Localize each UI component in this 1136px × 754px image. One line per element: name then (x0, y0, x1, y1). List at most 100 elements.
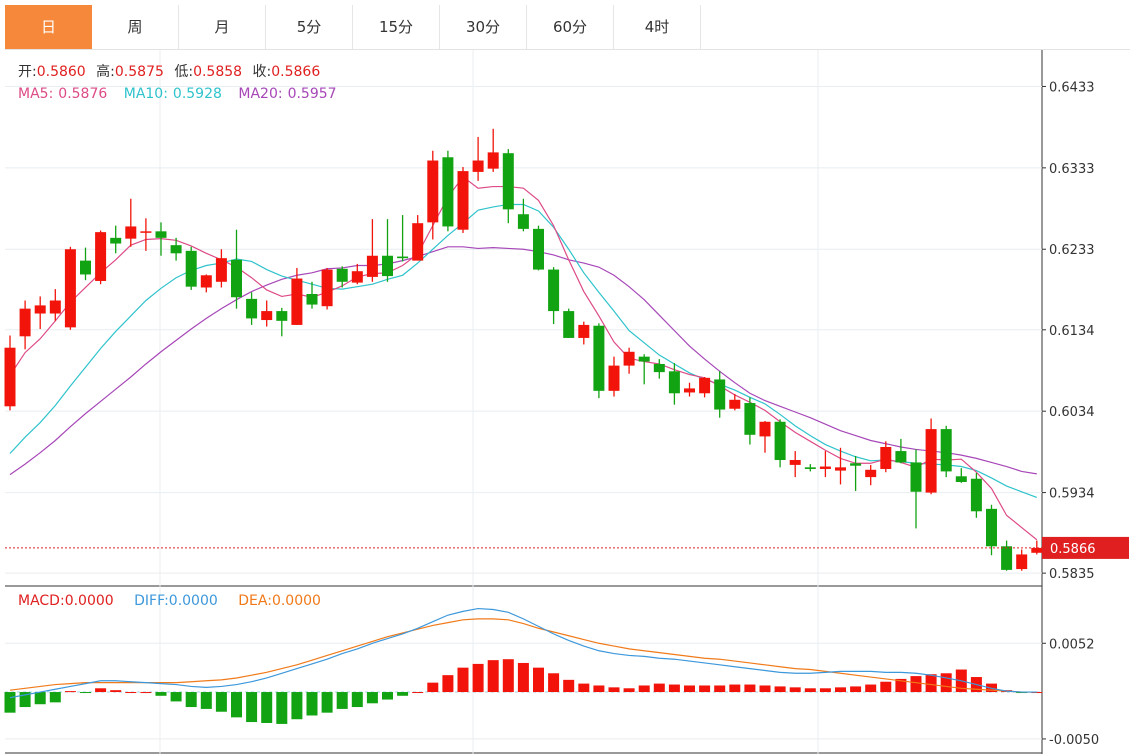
macd-bar (80, 692, 91, 694)
candle (306, 281, 318, 309)
candle-body (699, 377, 711, 394)
candle-body (819, 466, 831, 469)
tab-30min[interactable]: 30分 (440, 5, 527, 49)
candle (1031, 540, 1043, 555)
candle-body (427, 160, 439, 223)
tab-4hour[interactable]: 4时 (614, 5, 701, 49)
candle-body (397, 256, 409, 259)
candle (668, 363, 680, 405)
candle-body (80, 260, 91, 275)
candle (533, 225, 544, 271)
macd-bar (789, 687, 801, 693)
candle (744, 397, 756, 445)
ma-info: MA5: 0.5876 MA10: 0.5928 MA20: 0.5957 (18, 86, 337, 102)
macd-bar (759, 685, 771, 693)
current-price-line: 0.5866 (5, 536, 1129, 559)
chart-frame (5, 50, 1043, 754)
macd-value: 0.0000 (65, 593, 114, 609)
candle (336, 266, 348, 288)
dea-label: DEA: (238, 593, 272, 609)
candle (910, 449, 922, 529)
tab-5min[interactable]: 5分 (266, 5, 353, 49)
macd-bar (533, 667, 544, 693)
tab-day[interactable]: 日 (5, 5, 92, 49)
candle (125, 198, 137, 247)
macd-bar (940, 673, 952, 693)
price-tick: 0.6134 (1049, 324, 1095, 339)
macd-bar (397, 692, 409, 696)
candle (593, 323, 605, 399)
price-tick: 0.6433 (1049, 80, 1095, 95)
candle-body (487, 152, 499, 169)
price-tick: 0.6333 (1049, 162, 1095, 177)
candle-body (49, 300, 61, 314)
candle (215, 249, 227, 288)
candle-body (170, 245, 182, 254)
candle-body (880, 446, 892, 469)
tab-week[interactable]: 周 (92, 5, 179, 49)
price-chart[interactable]: 0.5866 0.6433 0.6333 0.6233 0.6134 0.603… (0, 50, 1136, 754)
candle (835, 447, 846, 485)
candle (34, 296, 46, 329)
current-price-label: 0.5866 (1050, 542, 1096, 557)
candle-body (774, 421, 786, 461)
macd-bar (563, 679, 575, 693)
candle (487, 128, 499, 172)
candle-body (865, 469, 877, 478)
macd-bar (125, 692, 137, 694)
candle (970, 473, 982, 518)
macd-bar (850, 686, 862, 693)
macd-bar (714, 685, 726, 693)
tab-60min[interactable]: 60分 (527, 5, 614, 49)
candle-body (517, 214, 529, 229)
candle (427, 150, 439, 240)
ma5-label: MA5: (18, 86, 53, 102)
macd-bar (49, 692, 61, 703)
macd-bar (170, 692, 182, 702)
dea-value: 0.0000 (272, 593, 321, 609)
macd-bar (155, 692, 167, 696)
candle-body (246, 298, 258, 319)
macd-bar (880, 681, 892, 693)
candle-body (291, 278, 303, 325)
candle (276, 307, 288, 337)
candle-body (714, 379, 726, 410)
candle (321, 267, 333, 310)
candle-body (442, 157, 454, 227)
macd-bar (653, 683, 665, 693)
candle-body (185, 250, 197, 287)
candle-body (351, 271, 363, 283)
macd-bar (699, 685, 711, 693)
candle (382, 219, 393, 282)
candle (231, 229, 242, 309)
candle-body (744, 403, 756, 435)
candle-body (684, 388, 695, 393)
macd-bar (593, 685, 605, 693)
grid-lines (5, 50, 1042, 754)
candle (729, 394, 741, 411)
macd-bar (351, 692, 363, 708)
candlesticks (4, 128, 1043, 571)
candle-body (850, 463, 862, 466)
macd-bar (231, 692, 242, 718)
open-value: 0.5860 (37, 64, 86, 80)
candle (955, 468, 967, 483)
macd-bar (261, 692, 273, 723)
tab-month[interactable]: 月 (179, 5, 266, 49)
candle (80, 247, 91, 281)
candle-body (638, 356, 650, 362)
macd-bar (306, 692, 318, 716)
candle (472, 136, 484, 181)
tab-15min[interactable]: 15分 (353, 5, 440, 49)
candle (563, 308, 575, 338)
candle-body (457, 171, 469, 230)
candle (170, 237, 182, 261)
macd-bar (517, 662, 529, 693)
candle-body (835, 467, 846, 471)
candle-body (623, 351, 635, 366)
macd-bar (427, 682, 439, 693)
candle-body (4, 347, 16, 407)
diff-label: DIFF: (134, 593, 169, 609)
macd-bar (19, 692, 31, 708)
macd-tick: -0.0050 (1049, 733, 1099, 748)
